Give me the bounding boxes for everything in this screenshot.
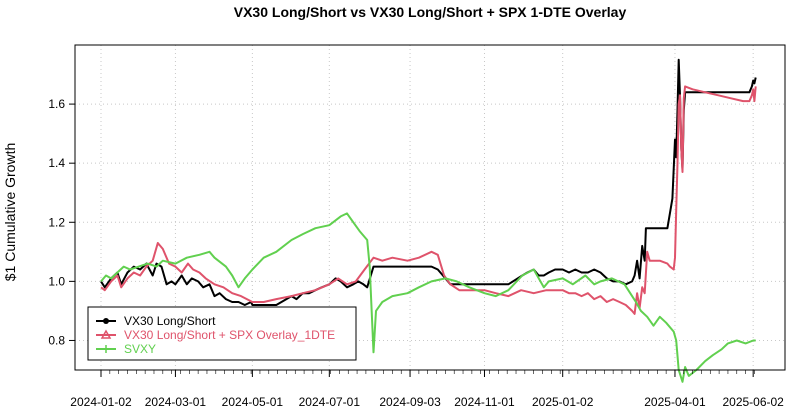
x-tick-label: 2024-03-01 — [145, 395, 207, 409]
legend-box — [87, 306, 357, 361]
legend-marker-triangle — [100, 329, 112, 339]
series-line-1 — [100, 58, 757, 306]
y-axis-label: $1 Cumulative Growth — [2, 143, 18, 282]
x-tick-label: 2025-04-01 — [644, 395, 706, 409]
chart-title: VX30 Long/Short vs VX30 Long/Short + SPX… — [234, 4, 627, 20]
legend-label: VX30 Long/Short — [124, 314, 216, 328]
axes: 2024-01-02 2024-03-01 2024-05-01 2024-07-01… — [48, 97, 784, 409]
legend-label: VX30 Long/Short + SPX Overlay_1DTE — [124, 328, 335, 342]
x-tick-label: 2024-11-01 — [454, 395, 515, 409]
y-tick-label: 1.4 — [48, 156, 65, 170]
x-tick-label: 2024-01-02 — [70, 395, 132, 409]
x-tick-label: 2025-06-02 — [722, 395, 784, 409]
y-tick-label: 1.6 — [48, 97, 65, 111]
legend-marker-circle — [103, 318, 109, 324]
x-tick-label: 2024-05-01 — [222, 395, 284, 409]
y-tick-label: 0.8 — [48, 333, 65, 347]
y-tick-label: 1.2 — [48, 215, 65, 229]
series-line-3 — [100, 212, 756, 383]
series-lines — [100, 58, 757, 383]
x-tick-label: 2025-01-02 — [532, 395, 594, 409]
series-line-2 — [100, 85, 757, 315]
plot-frame — [74, 44, 786, 371]
x-tick-label: 2024-09-03 — [379, 395, 441, 409]
legend-label: SVXY — [124, 342, 156, 356]
x-tick-label: 2024-07-01 — [299, 395, 361, 409]
y-tick-label: 1.0 — [48, 274, 65, 288]
